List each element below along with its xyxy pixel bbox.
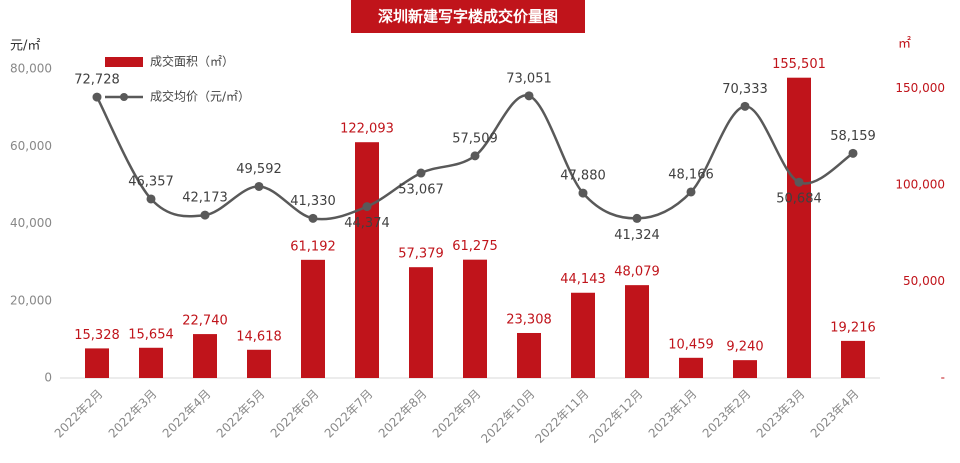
line-marker (362, 202, 372, 212)
bar (85, 348, 109, 378)
bar (571, 292, 595, 378)
line-value-label: 41,330 (290, 194, 336, 209)
x-tick-label: 2022年6月 (268, 387, 322, 441)
y2-tick-label: 150,000 (895, 81, 945, 95)
bar (139, 347, 163, 378)
y-tick-label: 80,000 (10, 62, 52, 76)
bar-value-label: 23,308 (506, 312, 552, 327)
line (95, 94, 854, 221)
line-value-label: 41,324 (614, 228, 660, 243)
line-value-label: 47,880 (560, 169, 606, 184)
line-marker (848, 148, 858, 158)
bar-value-label: 61,275 (452, 239, 498, 254)
x-tick-label: 2022年2月 (52, 387, 106, 441)
bar (679, 357, 703, 378)
bar-value-label: 15,654 (128, 327, 174, 342)
y-tick-label: 0 (44, 371, 52, 385)
y-tick-label: 40,000 (10, 216, 52, 230)
line-value-label: 58,159 (830, 129, 876, 144)
x-tick-label: 2022年4月 (160, 387, 214, 441)
line-value-label: 50,684 (776, 192, 822, 207)
line-value-label: 73,051 (506, 71, 552, 86)
line-marker (92, 92, 102, 102)
bar (841, 340, 865, 378)
x-tick-label: 2022年8月 (376, 387, 430, 441)
bar (625, 285, 649, 378)
line-marker (308, 213, 318, 223)
bar (247, 349, 271, 378)
x-tick-label: 2023年1月 (646, 387, 700, 441)
bar (409, 267, 433, 378)
x-tick-label: 2022年7月 (322, 387, 376, 441)
line-marker (416, 168, 426, 178)
bar (463, 259, 487, 378)
x-tick-label: 2023年2月 (700, 387, 754, 441)
y2-tick-label: 100,000 (895, 177, 945, 191)
bar-value-label: 10,459 (668, 337, 714, 352)
title-box (351, 0, 585, 33)
line-value-label: 48,166 (668, 167, 714, 182)
bar-value-label: 155,501 (772, 57, 826, 72)
line-value-label: 44,374 (344, 216, 390, 231)
line-marker (470, 151, 480, 161)
bar (355, 142, 379, 378)
line-value-label: 46,357 (128, 174, 174, 189)
bar-value-label: 44,143 (560, 272, 606, 287)
bar (301, 259, 325, 378)
x-tick-label: 2022年9月 (430, 387, 484, 441)
line-marker (254, 181, 264, 191)
line-marker (794, 177, 804, 187)
bar (193, 334, 217, 378)
line-marker (686, 187, 696, 197)
bar (787, 77, 811, 378)
y2-tick-label: 50,000 (903, 274, 945, 288)
line-value-label: 70,333 (722, 82, 768, 97)
x-tick-label: 2022年12月 (586, 387, 645, 446)
line-marker (200, 210, 210, 220)
bar-value-label: 9,240 (726, 340, 763, 355)
line-marker (632, 213, 642, 223)
line-value-label: 53,067 (398, 183, 444, 198)
legend-label: 成交面积（㎡） (150, 54, 234, 69)
line-marker (578, 188, 588, 198)
legend-label: 成交均价（元/㎡） (150, 89, 250, 104)
line-marker (524, 91, 534, 101)
bar (517, 332, 541, 378)
line-value-label: 72,728 (74, 73, 120, 88)
legend-swatch (105, 57, 143, 67)
x-tick-label: 2022年11月 (532, 387, 591, 446)
x-tick-label: 2023年3月 (754, 387, 808, 441)
x-tick-label: 2023年4月 (808, 387, 862, 441)
y-axis-label: 元/㎡ (10, 39, 40, 54)
legend-marker (120, 93, 128, 101)
bar-value-label: 57,379 (398, 247, 444, 262)
x-tick-label: 2022年3月 (106, 387, 160, 441)
line-marker (740, 101, 750, 111)
bar-value-label: 48,079 (614, 265, 660, 280)
chart-title: 深圳新建写字楼成交价量图 (378, 8, 558, 26)
line-value-label: 57,509 (452, 131, 498, 146)
bar-value-label: 19,216 (830, 320, 876, 335)
bar-value-label: 22,740 (182, 314, 228, 329)
x-tick-label: 2022年5月 (214, 387, 268, 441)
y2-tick-label: - (941, 371, 945, 385)
x-tick-label: 2022年10月 (478, 387, 537, 446)
bar (733, 360, 757, 378)
bar-value-label: 122,093 (340, 122, 394, 137)
y-tick-label: 60,000 (10, 139, 52, 153)
line-value-label: 42,173 (182, 191, 228, 206)
bar-value-label: 14,618 (236, 329, 282, 344)
line-value-label: 49,592 (236, 162, 282, 177)
y2-axis-label: ㎡ (898, 37, 911, 52)
line-marker (146, 194, 156, 204)
bar-value-label: 15,328 (74, 328, 120, 343)
bar-value-label: 61,192 (290, 239, 336, 254)
y-tick-label: 20,000 (10, 293, 52, 307)
